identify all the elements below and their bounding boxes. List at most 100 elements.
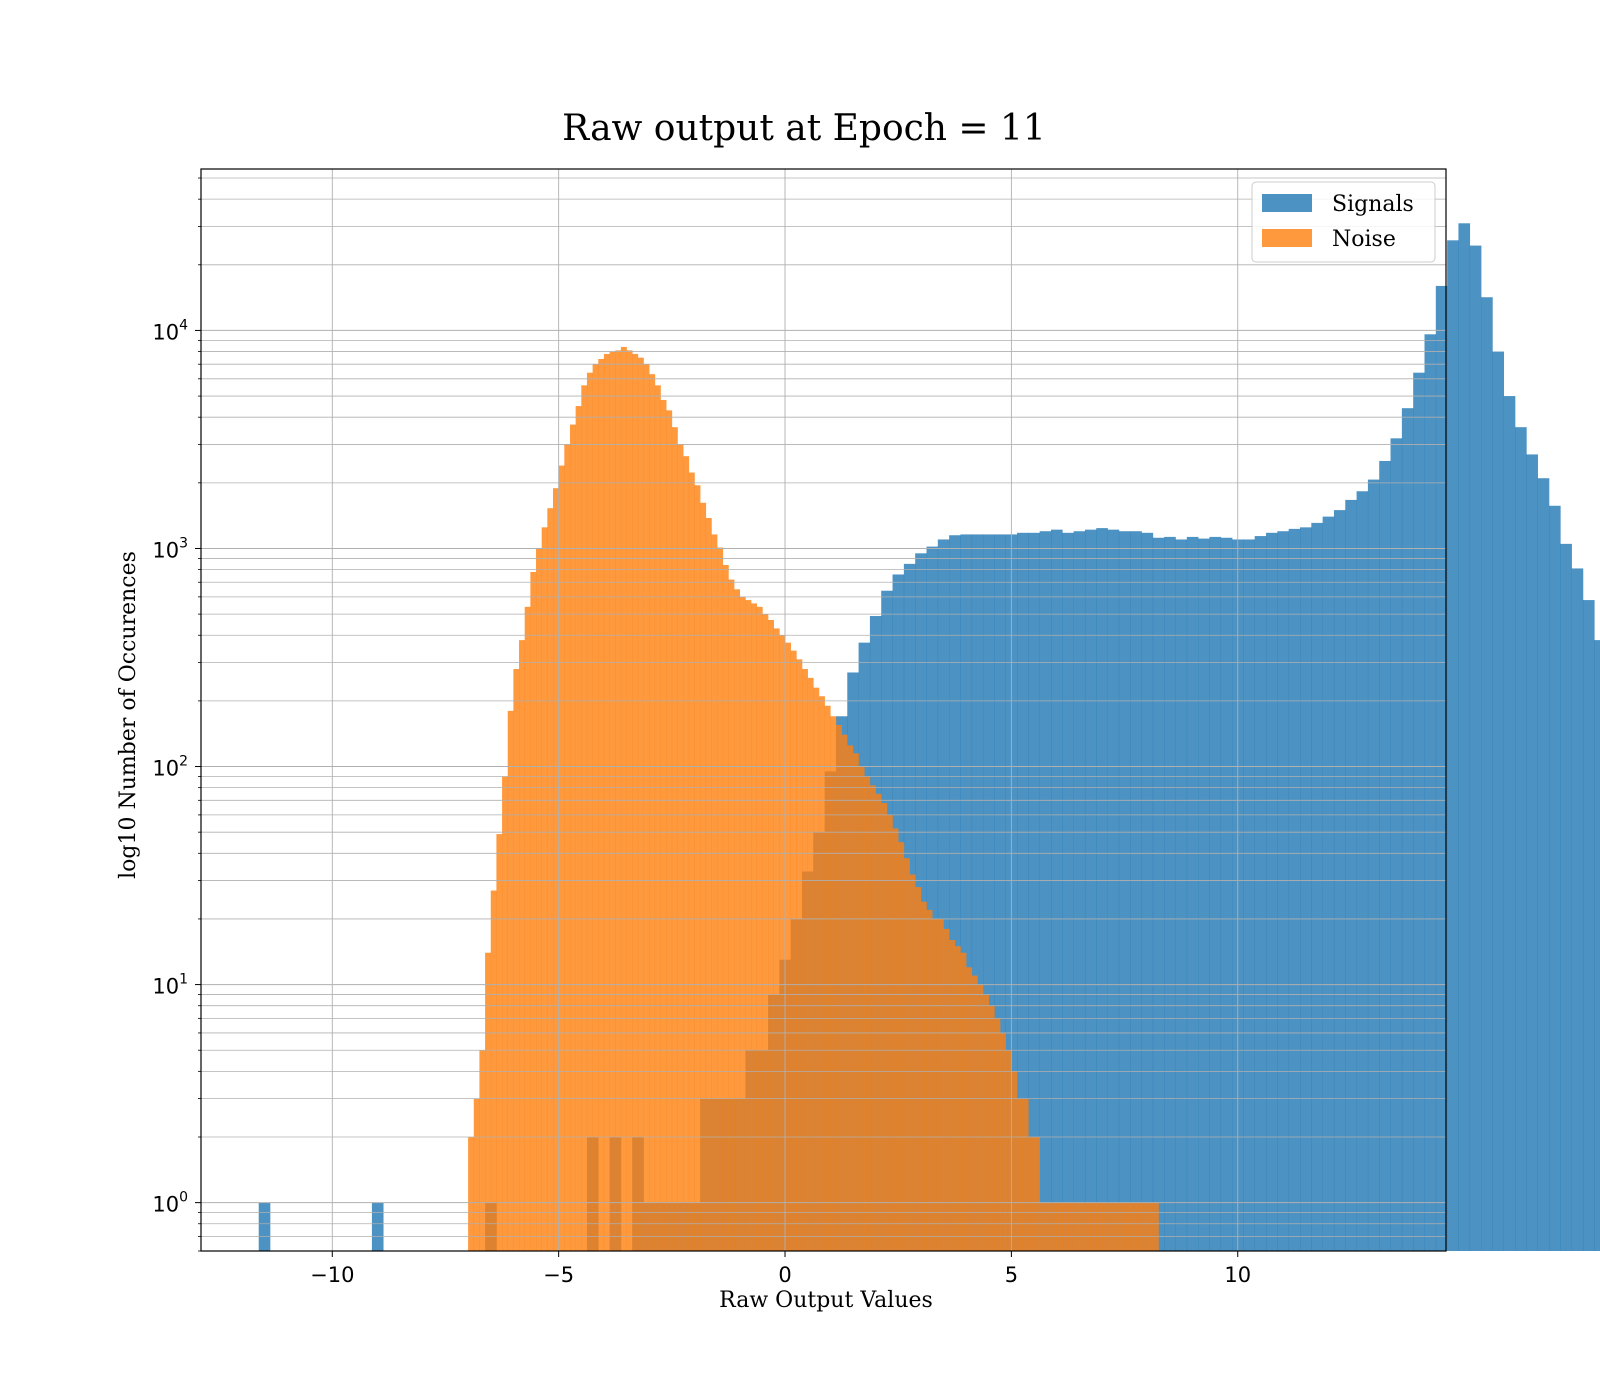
bar-signals (1356, 491, 1369, 1251)
x-tick-label: −5 (543, 1263, 574, 1287)
bar-noise (858, 766, 865, 1251)
bar-signals (1594, 640, 1600, 1251)
bar-noise (547, 508, 554, 1252)
bar-noise (637, 357, 644, 1251)
bar-noise (779, 635, 786, 1251)
bar-noise (841, 734, 848, 1251)
bar-noise (496, 834, 503, 1251)
bar-noise (1022, 1098, 1029, 1251)
bar-signals (949, 535, 961, 1251)
legend: Signals Noise (1251, 181, 1436, 263)
bar-noise (943, 928, 950, 1251)
bar-signals (1084, 529, 1097, 1251)
bar-signals (1277, 531, 1289, 1251)
y-tick-label: 102 (152, 754, 188, 781)
bar-noise (1107, 1202, 1114, 1251)
bar-signals (371, 1202, 384, 1251)
bar-signals (1311, 522, 1323, 1251)
bar-signals (1481, 297, 1493, 1252)
bar-noise (1124, 1202, 1131, 1251)
bar-signals (1039, 531, 1052, 1251)
bar-signals (1220, 537, 1233, 1251)
bar-noise (1096, 1202, 1103, 1251)
bar-signals (258, 1202, 271, 1251)
x-tick-label: −10 (310, 1263, 354, 1287)
bar-signals (1413, 372, 1425, 1251)
bar-signals (983, 534, 995, 1251)
bar-noise (835, 725, 842, 1251)
bar-noise (762, 614, 769, 1251)
bar-noise (558, 465, 565, 1252)
bar-signals (1424, 334, 1437, 1251)
bar-noise (1130, 1202, 1137, 1251)
bar-noise (1028, 1136, 1035, 1251)
bar-signals (1515, 427, 1527, 1251)
bar-noise (705, 517, 712, 1251)
bar-noise (479, 1050, 486, 1251)
bar-noise (903, 858, 910, 1251)
bar-noise (892, 828, 899, 1251)
bar-noise (751, 603, 758, 1251)
bar-noise (898, 842, 905, 1251)
bar-noise (677, 444, 684, 1251)
bar-noise (1152, 1202, 1159, 1251)
bar-noise (728, 579, 735, 1251)
bar-noise (1113, 1202, 1120, 1251)
bar-signals (1051, 529, 1063, 1251)
bar-signals (1107, 529, 1120, 1251)
bar-noise (632, 353, 639, 1252)
y-tick-label: 104 (152, 317, 188, 344)
bar-noise (983, 994, 990, 1251)
bar-noise (830, 716, 837, 1251)
legend-swatch-noise (1262, 229, 1312, 247)
bar-noise (654, 385, 661, 1252)
bar-signals (1254, 536, 1267, 1251)
bar-noise (485, 952, 492, 1251)
bar-noise (932, 918, 939, 1251)
bar-noise (949, 940, 956, 1251)
bar-noise (553, 488, 559, 1251)
bar-noise (502, 776, 509, 1251)
bar-signals (1526, 454, 1538, 1251)
bar-noise (790, 650, 797, 1251)
bar-noise (564, 444, 571, 1251)
legend-label-noise: Noise (1332, 227, 1396, 252)
bar-noise (694, 485, 701, 1251)
bar-noise (818, 696, 825, 1251)
bar-noise (988, 1005, 995, 1251)
bar-signals (1367, 479, 1380, 1252)
bar-noise (643, 364, 650, 1252)
bar-noise (847, 745, 854, 1251)
bar-noise (1073, 1202, 1080, 1251)
bar-noise (739, 596, 746, 1251)
bar-signals (1164, 536, 1176, 1251)
bar-noise (881, 803, 888, 1251)
bar-noise (700, 502, 707, 1251)
bar-noise (813, 687, 820, 1251)
bar-signals (1209, 536, 1222, 1251)
bar-noise (852, 753, 859, 1251)
bar-noise (768, 619, 774, 1251)
bar-noise (575, 406, 582, 1251)
bar-signals (994, 534, 1007, 1251)
bar-noise (1034, 1136, 1040, 1251)
bar-signals (1152, 537, 1165, 1251)
bar-noise (1084, 1202, 1091, 1251)
bar-signals (1571, 568, 1584, 1251)
bar-noise (1051, 1202, 1057, 1251)
bar-signals (1549, 505, 1561, 1251)
legend-label-signals: Signals (1332, 192, 1414, 217)
bar-noise (864, 776, 871, 1251)
bar-noise (734, 589, 741, 1251)
bar-noise (1039, 1202, 1046, 1251)
bar-signals (1469, 245, 1482, 1251)
bar-signals (926, 546, 939, 1251)
bar-signals (1096, 528, 1108, 1251)
bar-noise (519, 640, 525, 1251)
bar-signals (1141, 532, 1154, 1251)
bar-noise (960, 952, 967, 1251)
bar-signals (1345, 499, 1357, 1251)
bar-noise (1062, 1202, 1069, 1251)
bar-noise (1135, 1202, 1142, 1251)
bar-signals (1017, 532, 1029, 1251)
